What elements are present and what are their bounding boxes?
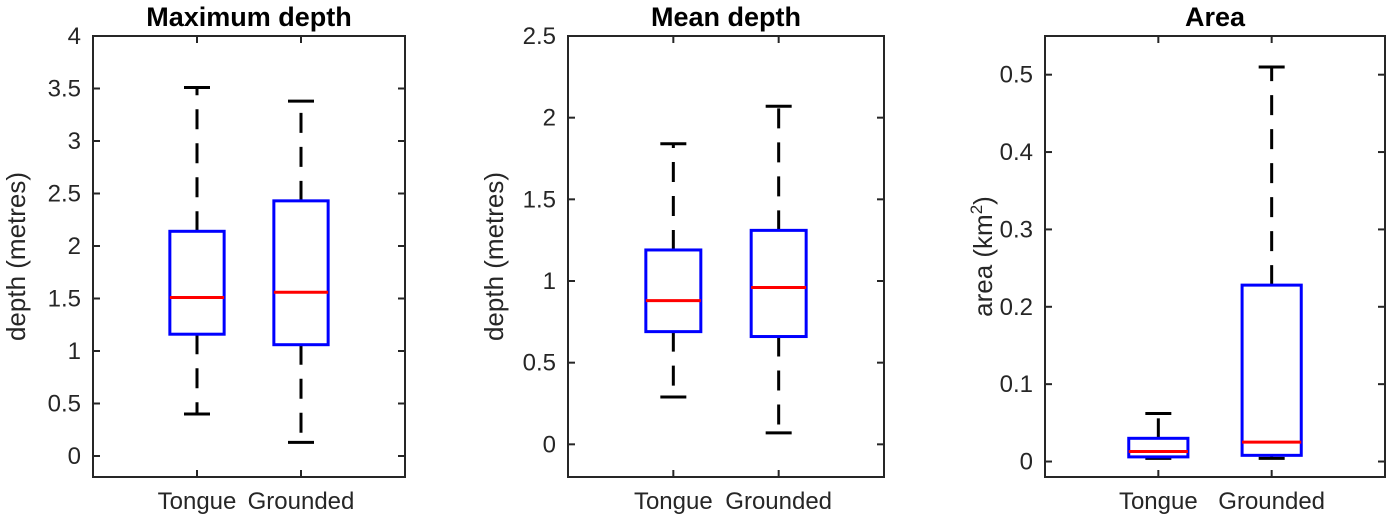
y-tick-label: 0.3 (1000, 216, 1033, 243)
y-axis-label: depth (metres) (1, 172, 31, 341)
y-tick-label: 2.5 (523, 23, 556, 50)
y-axis-label-suffix: ) (968, 196, 998, 205)
y-tick-label: 0 (1020, 449, 1033, 476)
y-tick-label: 1.5 (523, 186, 556, 213)
y-tick-label: 0.1 (1000, 371, 1033, 398)
y-tick-label: 3 (68, 128, 81, 155)
chart-panel-1: Maximum depth 0 0.5 1 1.5 2 2.5 3 3.5 4 depth (met… (1, 2, 406, 515)
chart-title: Maximum depth (146, 2, 352, 32)
y-axis-label-text: depth (metres) (479, 172, 509, 341)
y-tick-label: 1 (543, 268, 556, 295)
x-tick-label: Tongue (158, 488, 237, 515)
y-axis-label-text: depth (metres) (1, 172, 31, 341)
y-tick-label: 1 (68, 338, 81, 365)
y-tick-label: 0.5 (48, 391, 81, 418)
box-grounded (272, 99, 330, 444)
axes-frame (1044, 35, 1386, 478)
x-tick-label: Grounded (248, 488, 355, 515)
y-tick-label: 4 (68, 23, 81, 50)
x-tick-label: Grounded (725, 488, 832, 515)
y-tick-label: 1.5 (48, 286, 81, 313)
interquartile-box (749, 228, 808, 339)
interquartile-box (168, 229, 226, 336)
box-tongue (644, 142, 703, 399)
chart-panel-3: Area 0 0.1 0.2 0.3 0.4 0.5 area (km2) Tongue Grou… (967, 2, 1386, 515)
chart-title: Mean depth (651, 2, 801, 32)
box-grounded (749, 104, 808, 435)
y-tick-label: 2 (543, 105, 556, 132)
interquartile-box (272, 199, 330, 347)
interquartile-box (1127, 436, 1190, 459)
y-tick-label: 0.2 (1000, 294, 1033, 321)
box-tongue (168, 85, 226, 416)
y-tick-label: 3.5 (48, 76, 81, 103)
x-tick-label: Tongue (1119, 488, 1198, 515)
x-tick-label: Grounded (1218, 488, 1325, 515)
box-tongue (1127, 412, 1190, 460)
chart-title: Area (1185, 2, 1246, 32)
x-tick-label: Tongue (634, 488, 713, 515)
axes-frame (567, 35, 885, 478)
y-tick-label: 2 (68, 233, 81, 260)
y-tick-label: 0.5 (523, 350, 556, 377)
y-tick-label: 2.5 (48, 181, 81, 208)
interquartile-box (644, 248, 703, 334)
y-tick-label: 0 (68, 443, 81, 470)
y-axis-label-text: area (km (968, 214, 998, 317)
y-tick-label: 0 (543, 431, 556, 458)
y-axis-label: depth (metres) (479, 172, 509, 341)
chart-panel-2: Mean depth 0 0.5 1 1.5 2 2.5 depth (metres) Tong… (479, 2, 885, 515)
interquartile-box (1240, 283, 1303, 457)
y-tick-label: 0.4 (1000, 139, 1033, 166)
y-axis-label-superscript: 2 (967, 205, 986, 214)
y-axis-label: area (km2) (967, 196, 998, 317)
y-tick-label: 0.5 (1000, 62, 1033, 89)
box-grounded (1240, 65, 1303, 460)
axes-frame (92, 35, 406, 478)
